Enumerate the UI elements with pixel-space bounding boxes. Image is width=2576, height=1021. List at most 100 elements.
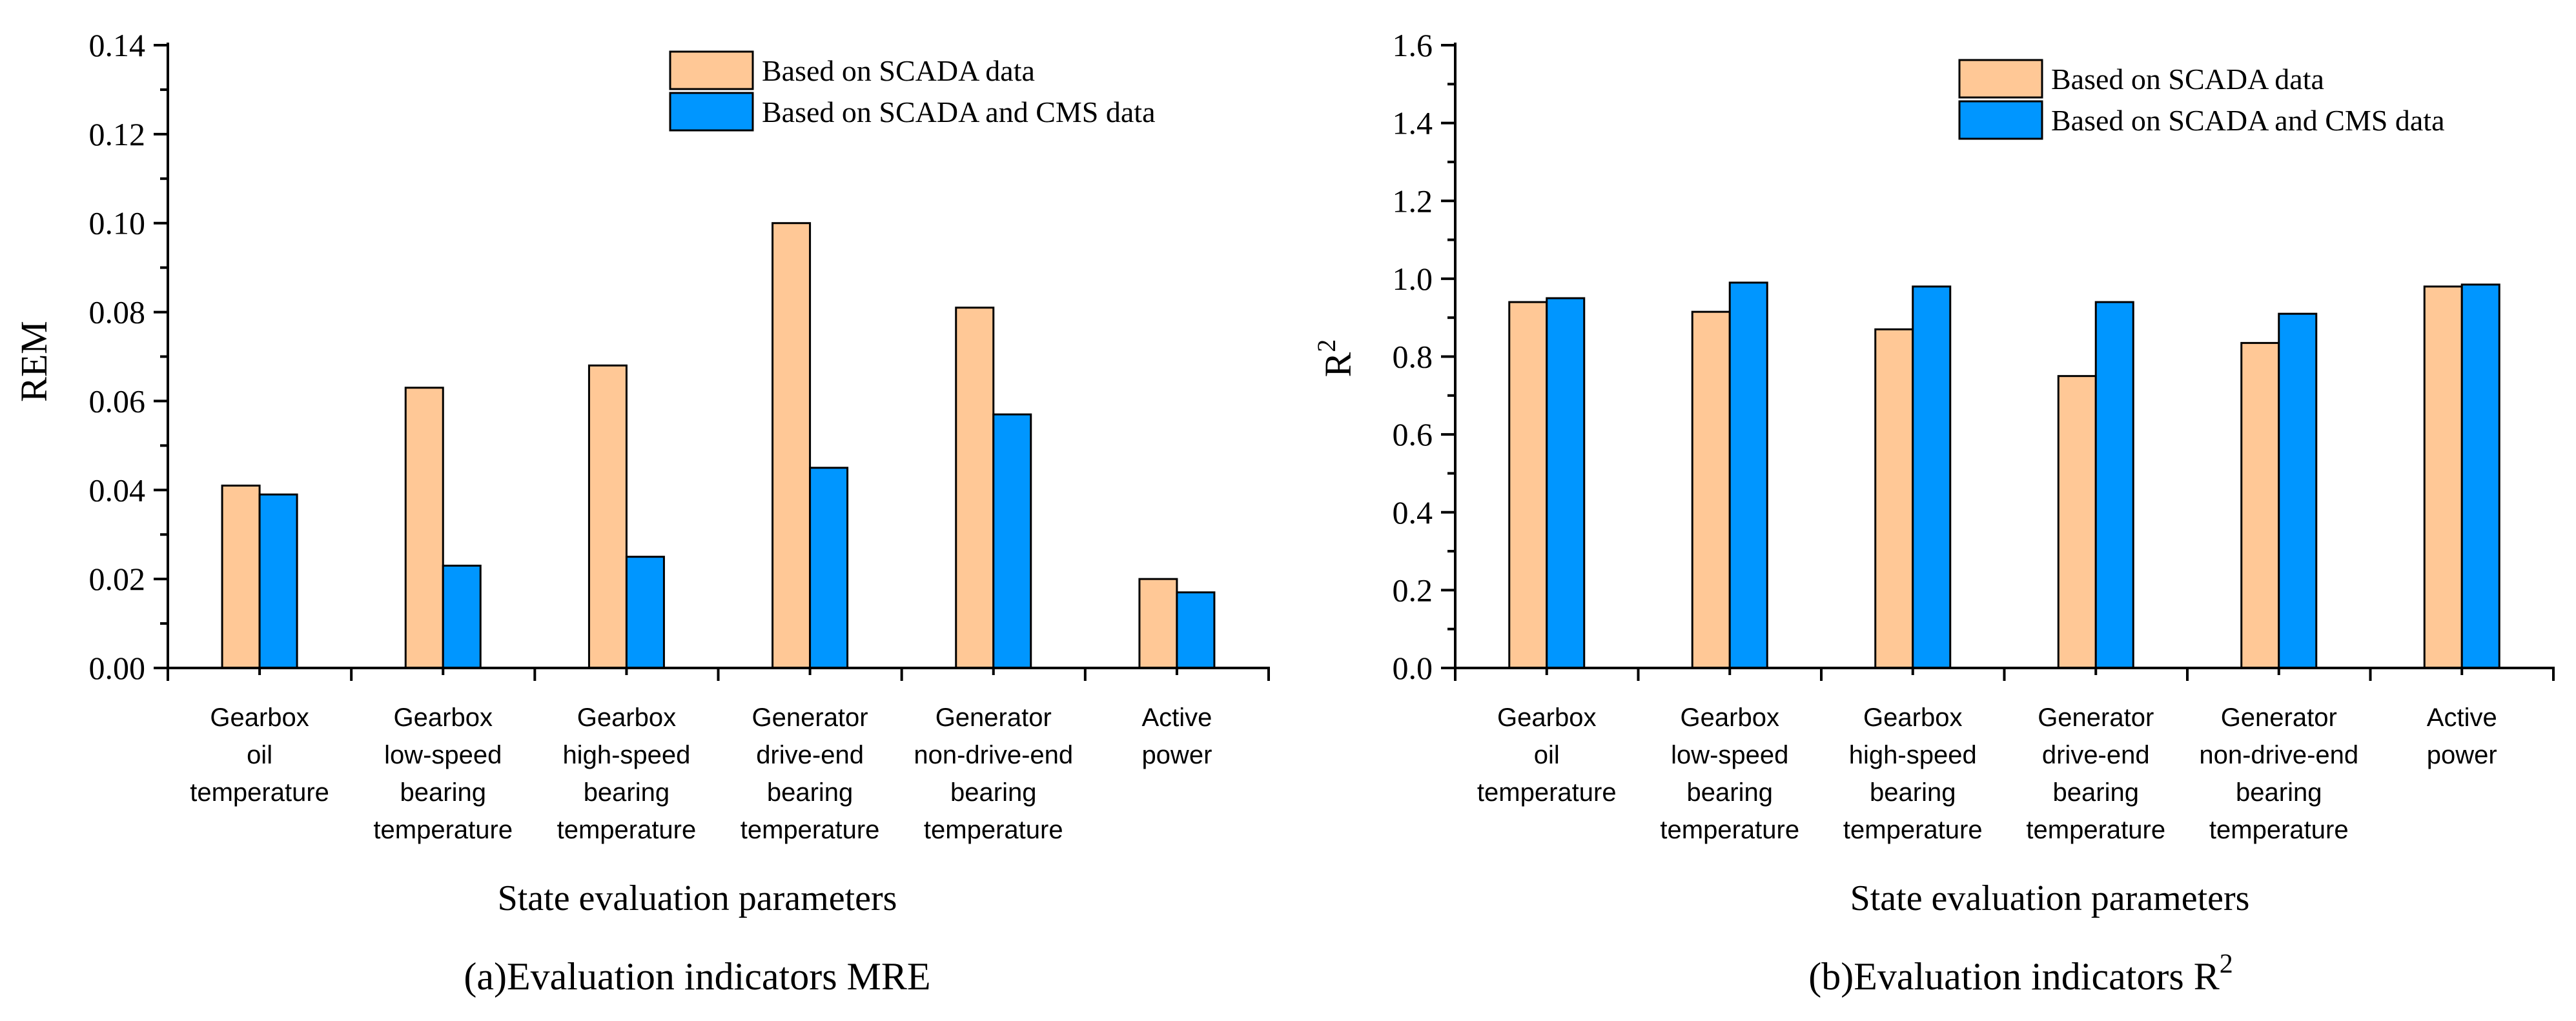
- x-tick-label-line: Generator: [2038, 703, 2154, 732]
- y-tick-label: 0.10: [89, 205, 146, 241]
- bar-series1-cat1: [221, 484, 261, 669]
- bar-series2-cat2: [442, 564, 482, 669]
- legend-swatch-series2: [669, 92, 754, 132]
- bar-series1-cat6: [1138, 578, 1178, 669]
- x-tick-label-line: bearing: [2236, 778, 2322, 807]
- y-tick-label: 0.12: [89, 116, 146, 152]
- bar-series1-cat5: [955, 307, 995, 669]
- x-tick-label-line: oil: [247, 741, 272, 769]
- x-tick-label-line: Gearbox: [577, 703, 676, 732]
- x-tick-label-line: bearing: [1687, 778, 1773, 807]
- x-tick-label: Gearbox low-speed bearing temperature: [1660, 703, 1799, 844]
- x-tick-label-line: bearing: [400, 778, 486, 807]
- x-tick-label-line: Gearbox: [1681, 703, 1779, 732]
- bar-series2-cat5: [992, 413, 1032, 669]
- legend-swatch-series1: [669, 50, 754, 90]
- bar-series1-cat4: [2057, 375, 2097, 669]
- x-tick-label: Generator non-drive-end bearing temperature: [2199, 703, 2358, 844]
- x-tick-label-line: Generator: [752, 703, 868, 732]
- x-tick-label: Gearbox oil temperature: [190, 703, 329, 807]
- x-tick-label-line: temperature: [190, 778, 329, 807]
- legend: Based on SCADA data Based on SCADA and CM…: [669, 50, 1156, 132]
- x-tick-label-line: bearing: [2053, 778, 2139, 807]
- x-tick-label-line: drive-end: [756, 741, 864, 769]
- bar-series2-cat5: [2278, 312, 2318, 669]
- panel-caption: (a)Evaluation indicators MRE: [464, 955, 930, 998]
- x-tick-label-line: non-drive-end: [2199, 741, 2358, 769]
- y-tick-label: 0.06: [89, 383, 146, 419]
- legend-label-series1: Based on SCADA data: [762, 54, 1035, 87]
- y-tick-label: 1.6: [1393, 27, 1433, 63]
- bar-series1-cat3: [1874, 328, 1914, 669]
- y-tick-label: 1.0: [1393, 261, 1433, 297]
- bar-series2-cat6: [2460, 283, 2500, 669]
- x-tick-label-line: temperature: [741, 816, 880, 844]
- x-tick-label: Active power: [1141, 703, 1212, 769]
- y-axis-label-text: R: [1317, 352, 1359, 377]
- x-tick-label: Generator non-drive-end bearing temperature: [914, 703, 1073, 844]
- x-tick-label-line: Gearbox: [1863, 703, 1962, 732]
- legend-label-series1: Based on SCADA data: [2051, 63, 2324, 96]
- x-tick-label-line: temperature: [2209, 816, 2349, 844]
- chart-panel-b: 0.0 0.2 0.4 0.6 0.8 1.0 1.2 1.4 1.6 Gearbox oil tem…: [1312, 27, 2555, 998]
- x-tick-label-line: Gearbox: [210, 703, 309, 732]
- y-tick-label: 0.00: [89, 650, 146, 686]
- y-tick-label: 0.04: [89, 472, 146, 508]
- y-tick-label: 0.0: [1393, 650, 1433, 686]
- x-tick-label-line: Active: [2427, 703, 2497, 732]
- x-tick-label-line: temperature: [1660, 816, 1799, 844]
- x-tick-label-line: low-speed: [384, 741, 502, 769]
- y-axis-label: REM: [13, 321, 55, 402]
- x-axis-label: State evaluation parameters: [498, 878, 897, 918]
- x-tick-label-line: temperature: [2026, 816, 2165, 844]
- bar-series2-cat6: [1176, 591, 1216, 669]
- x-tick-label-line: high-speed: [1849, 741, 1977, 769]
- x-tick-label: Gearbox low-speed bearing temperature: [373, 703, 513, 844]
- x-tick-label-line: bearing: [584, 778, 670, 807]
- bar-series2-cat4: [809, 467, 849, 669]
- y-tick-label: 0.4: [1393, 494, 1433, 531]
- bar-series1-cat2: [1691, 310, 1731, 669]
- y-tick-label: 0.2: [1393, 572, 1433, 608]
- x-tick-label-line: oil: [1534, 741, 1560, 769]
- y-tick-label: 1.2: [1393, 183, 1433, 219]
- panel-caption-superscript: 2: [2220, 949, 2233, 979]
- x-tick-label-line: temperature: [557, 816, 697, 844]
- x-tick-label-line: temperature: [1843, 816, 1983, 844]
- x-tick-label-line: bearing: [950, 778, 1036, 807]
- x-tick-label-line: Gearbox: [1497, 703, 1596, 732]
- bar-series2-cat1: [258, 493, 298, 669]
- y-tick-label: 0.08: [89, 294, 146, 330]
- x-tick-label: Generator drive-end bearing temperature: [2026, 703, 2165, 844]
- x-tick-label: Gearbox high-speed bearing temperature: [557, 703, 697, 844]
- x-tick-label-line: non-drive-end: [914, 741, 1073, 769]
- y-axis-label-superscript: 2: [1312, 339, 1341, 352]
- x-tick-label: Gearbox high-speed bearing temperature: [1843, 703, 1983, 844]
- y-axis-label-text: REM: [13, 321, 55, 402]
- bar-series1-cat6: [2423, 285, 2463, 669]
- x-tick-label-line: Gearbox: [394, 703, 493, 732]
- bar-series1-cat2: [404, 387, 444, 669]
- bar-series2-cat1: [1546, 297, 1586, 669]
- legend-swatch-series2: [1958, 100, 2043, 140]
- x-tick-label: Generator drive-end bearing temperature: [741, 703, 880, 844]
- x-tick-label-line: Generator: [935, 703, 1052, 732]
- x-tick-label-line: power: [2427, 741, 2497, 769]
- x-tick-label-line: Active: [1141, 703, 1212, 732]
- panel-caption-text: (b)Evaluation indicators R: [1808, 955, 2220, 998]
- x-tick-label-line: temperature: [924, 816, 1063, 844]
- legend-swatch-series1: [1958, 59, 2043, 99]
- x-tick-label-line: low-speed: [1671, 741, 1788, 769]
- y-tick-label: 0.14: [89, 27, 146, 63]
- y-tick-label: 0.8: [1393, 339, 1433, 375]
- panel-caption: (b)Evaluation indicators R2: [1808, 949, 2233, 998]
- x-tick-label-line: temperature: [1477, 778, 1617, 807]
- legend-label-series2: Based on SCADA and CMS data: [2051, 104, 2445, 137]
- legend-label-series2: Based on SCADA and CMS data: [762, 96, 1156, 128]
- x-tick-label-line: temperature: [373, 816, 513, 844]
- bar-series1-cat5: [2240, 341, 2280, 669]
- bar-series2-cat3: [625, 556, 665, 669]
- x-tick-label-line: drive-end: [2042, 741, 2150, 769]
- legend: Based on SCADA data Based on SCADA and CM…: [1958, 59, 2445, 140]
- x-tick-label: Gearbox oil temperature: [1477, 703, 1617, 807]
